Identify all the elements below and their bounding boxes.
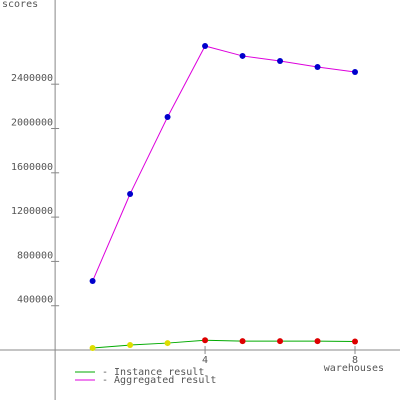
series-line	[92, 45, 356, 282]
y-tick-label: 400000	[17, 295, 53, 306]
data-point	[277, 338, 284, 345]
legend-label: - Aggregated result	[102, 375, 216, 386]
data-point	[89, 278, 96, 285]
data-point	[202, 337, 209, 344]
data-point	[239, 338, 246, 345]
data-point	[352, 338, 359, 345]
data-point	[202, 42, 209, 49]
y-tick-label: 2000000	[11, 117, 53, 128]
y-tick-label: 1200000	[11, 206, 53, 217]
legend-label: - Instance result	[102, 367, 204, 378]
data-point	[127, 342, 134, 349]
y-axis-label: scores	[2, 0, 38, 10]
data-point	[239, 52, 246, 59]
data-point	[164, 113, 171, 120]
x-tick-label: 4	[202, 355, 208, 366]
y-tick-label: 800000	[17, 250, 53, 261]
data-point	[89, 345, 96, 352]
data-point	[314, 64, 321, 71]
x-tick-label: 8	[352, 355, 358, 366]
data-point	[164, 340, 171, 347]
y-tick-label: 2400000	[11, 73, 53, 84]
series-line	[92, 339, 356, 349]
data-point	[314, 338, 321, 345]
data-point	[352, 69, 359, 76]
x-axis-label: warehouses	[324, 363, 384, 374]
data-point	[277, 58, 284, 65]
data-point	[127, 190, 134, 197]
y-tick-label: 1600000	[11, 162, 53, 173]
